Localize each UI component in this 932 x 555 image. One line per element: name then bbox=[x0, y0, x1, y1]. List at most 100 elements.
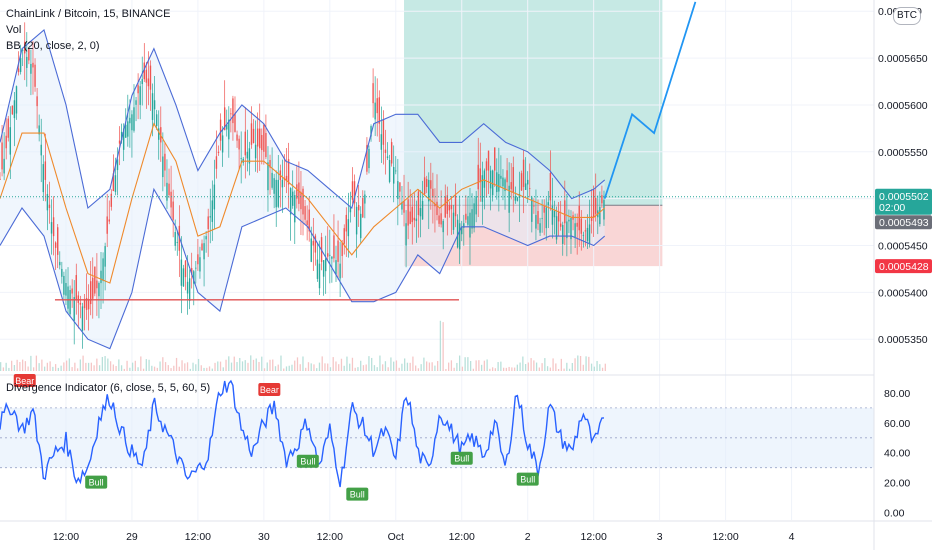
candle-body bbox=[343, 228, 345, 244]
volume-bar bbox=[390, 357, 392, 371]
volume-bar bbox=[164, 362, 167, 371]
candles bbox=[0, 22, 605, 349]
candle-body bbox=[502, 177, 504, 187]
candle-body bbox=[601, 195, 603, 204]
candle-body bbox=[63, 275, 65, 295]
candle-body bbox=[592, 189, 595, 218]
candle-body bbox=[211, 200, 214, 222]
volume-bar bbox=[577, 355, 579, 371]
candle-body bbox=[324, 258, 327, 272]
candle-body bbox=[533, 205, 535, 207]
candle-body bbox=[578, 205, 580, 231]
candle-body bbox=[520, 173, 523, 191]
time-tick-label: 30 bbox=[258, 531, 270, 543]
legend-bollinger[interactable]: BB (20, close, 2, 0) bbox=[6, 40, 100, 52]
candle-body bbox=[30, 63, 32, 74]
candle-body bbox=[40, 144, 42, 156]
oscillator-tick-label: 40.00 bbox=[884, 448, 910, 460]
candle-body bbox=[510, 182, 512, 190]
candle-body bbox=[209, 216, 211, 218]
volume-bar bbox=[478, 360, 480, 371]
time-tick-label: 2 bbox=[525, 531, 531, 543]
volume-bar bbox=[379, 355, 381, 371]
candle-body bbox=[491, 170, 494, 196]
candle-body bbox=[273, 178, 275, 194]
candle-body bbox=[205, 236, 207, 240]
candle-body bbox=[362, 198, 364, 218]
candle-body bbox=[341, 243, 343, 257]
candle-body bbox=[504, 179, 506, 191]
volume-bar bbox=[574, 358, 576, 371]
volume-bar bbox=[200, 365, 202, 371]
candle-body bbox=[397, 181, 399, 200]
candle-body bbox=[32, 62, 34, 68]
time-tick-label: 12:00 bbox=[449, 531, 475, 543]
candle-body bbox=[413, 217, 416, 221]
candle-body bbox=[339, 263, 341, 279]
candle-body bbox=[246, 151, 249, 159]
volume-bar bbox=[475, 360, 477, 371]
volume-bar bbox=[519, 362, 521, 371]
volume-bar bbox=[250, 355, 252, 371]
candle-body bbox=[349, 206, 352, 213]
candle-body bbox=[399, 182, 401, 192]
candle-body bbox=[234, 113, 236, 132]
volume-bar bbox=[354, 367, 356, 371]
candle-body bbox=[355, 206, 358, 235]
bear-label-text: Bear bbox=[15, 376, 34, 386]
candle-body bbox=[537, 211, 539, 224]
candle-body bbox=[65, 282, 67, 296]
candle-body bbox=[318, 263, 321, 289]
volume-bar bbox=[601, 367, 604, 371]
bear-label: Bear bbox=[258, 382, 281, 396]
legend-symbol[interactable]: ChainLink / Bitcoin, 15, BINANCE bbox=[6, 8, 171, 20]
volume-bar bbox=[511, 367, 513, 371]
oscillator-tick-label: 80.00 bbox=[884, 388, 910, 400]
candle-body bbox=[106, 216, 108, 234]
volume-bar bbox=[277, 364, 279, 371]
candle-body bbox=[568, 219, 570, 222]
volume-bar bbox=[483, 360, 486, 371]
candle-body bbox=[415, 218, 418, 222]
volume-bar bbox=[541, 363, 543, 371]
volume-bar bbox=[346, 356, 348, 371]
volume-bar bbox=[351, 357, 354, 371]
volume-bar bbox=[71, 367, 73, 371]
volume-bar bbox=[217, 361, 219, 371]
candle-body bbox=[393, 167, 395, 184]
volume-bar bbox=[505, 367, 508, 371]
candle-body bbox=[69, 290, 71, 315]
candle-body bbox=[133, 107, 135, 131]
volume-bar bbox=[87, 362, 90, 371]
volume-bar bbox=[404, 358, 406, 371]
candle-body bbox=[221, 135, 224, 153]
volume-bar bbox=[305, 367, 307, 371]
candle-body bbox=[180, 259, 183, 286]
projection-path bbox=[603, 1, 697, 199]
entry-price-badge-text: 0.0005493 bbox=[879, 217, 929, 229]
legend-divergence[interactable]: Divergence Indicator (6, close, 5, 5, 60… bbox=[6, 382, 211, 394]
candle-body bbox=[217, 151, 220, 153]
volume-bar bbox=[458, 355, 461, 371]
candle-body bbox=[100, 270, 102, 284]
candle-body bbox=[54, 242, 57, 248]
candle-body bbox=[139, 86, 141, 105]
volume-bar bbox=[195, 364, 197, 371]
volume-bar bbox=[566, 362, 568, 371]
candle-body bbox=[382, 119, 385, 145]
candle-body bbox=[322, 260, 325, 277]
legend-volume[interactable]: Vol bbox=[6, 24, 22, 36]
currency-badge[interactable]: BTC bbox=[893, 7, 921, 25]
volume-bar bbox=[439, 320, 442, 371]
volume-bar bbox=[280, 355, 282, 371]
volume-bar bbox=[527, 362, 529, 371]
candle-body bbox=[240, 158, 242, 160]
volume-bar bbox=[453, 367, 455, 371]
bollinger-lower-line bbox=[0, 187, 606, 350]
volume-bar bbox=[109, 361, 112, 371]
candle-body bbox=[13, 100, 16, 119]
candle-body bbox=[15, 86, 18, 114]
candle-body bbox=[67, 286, 69, 309]
